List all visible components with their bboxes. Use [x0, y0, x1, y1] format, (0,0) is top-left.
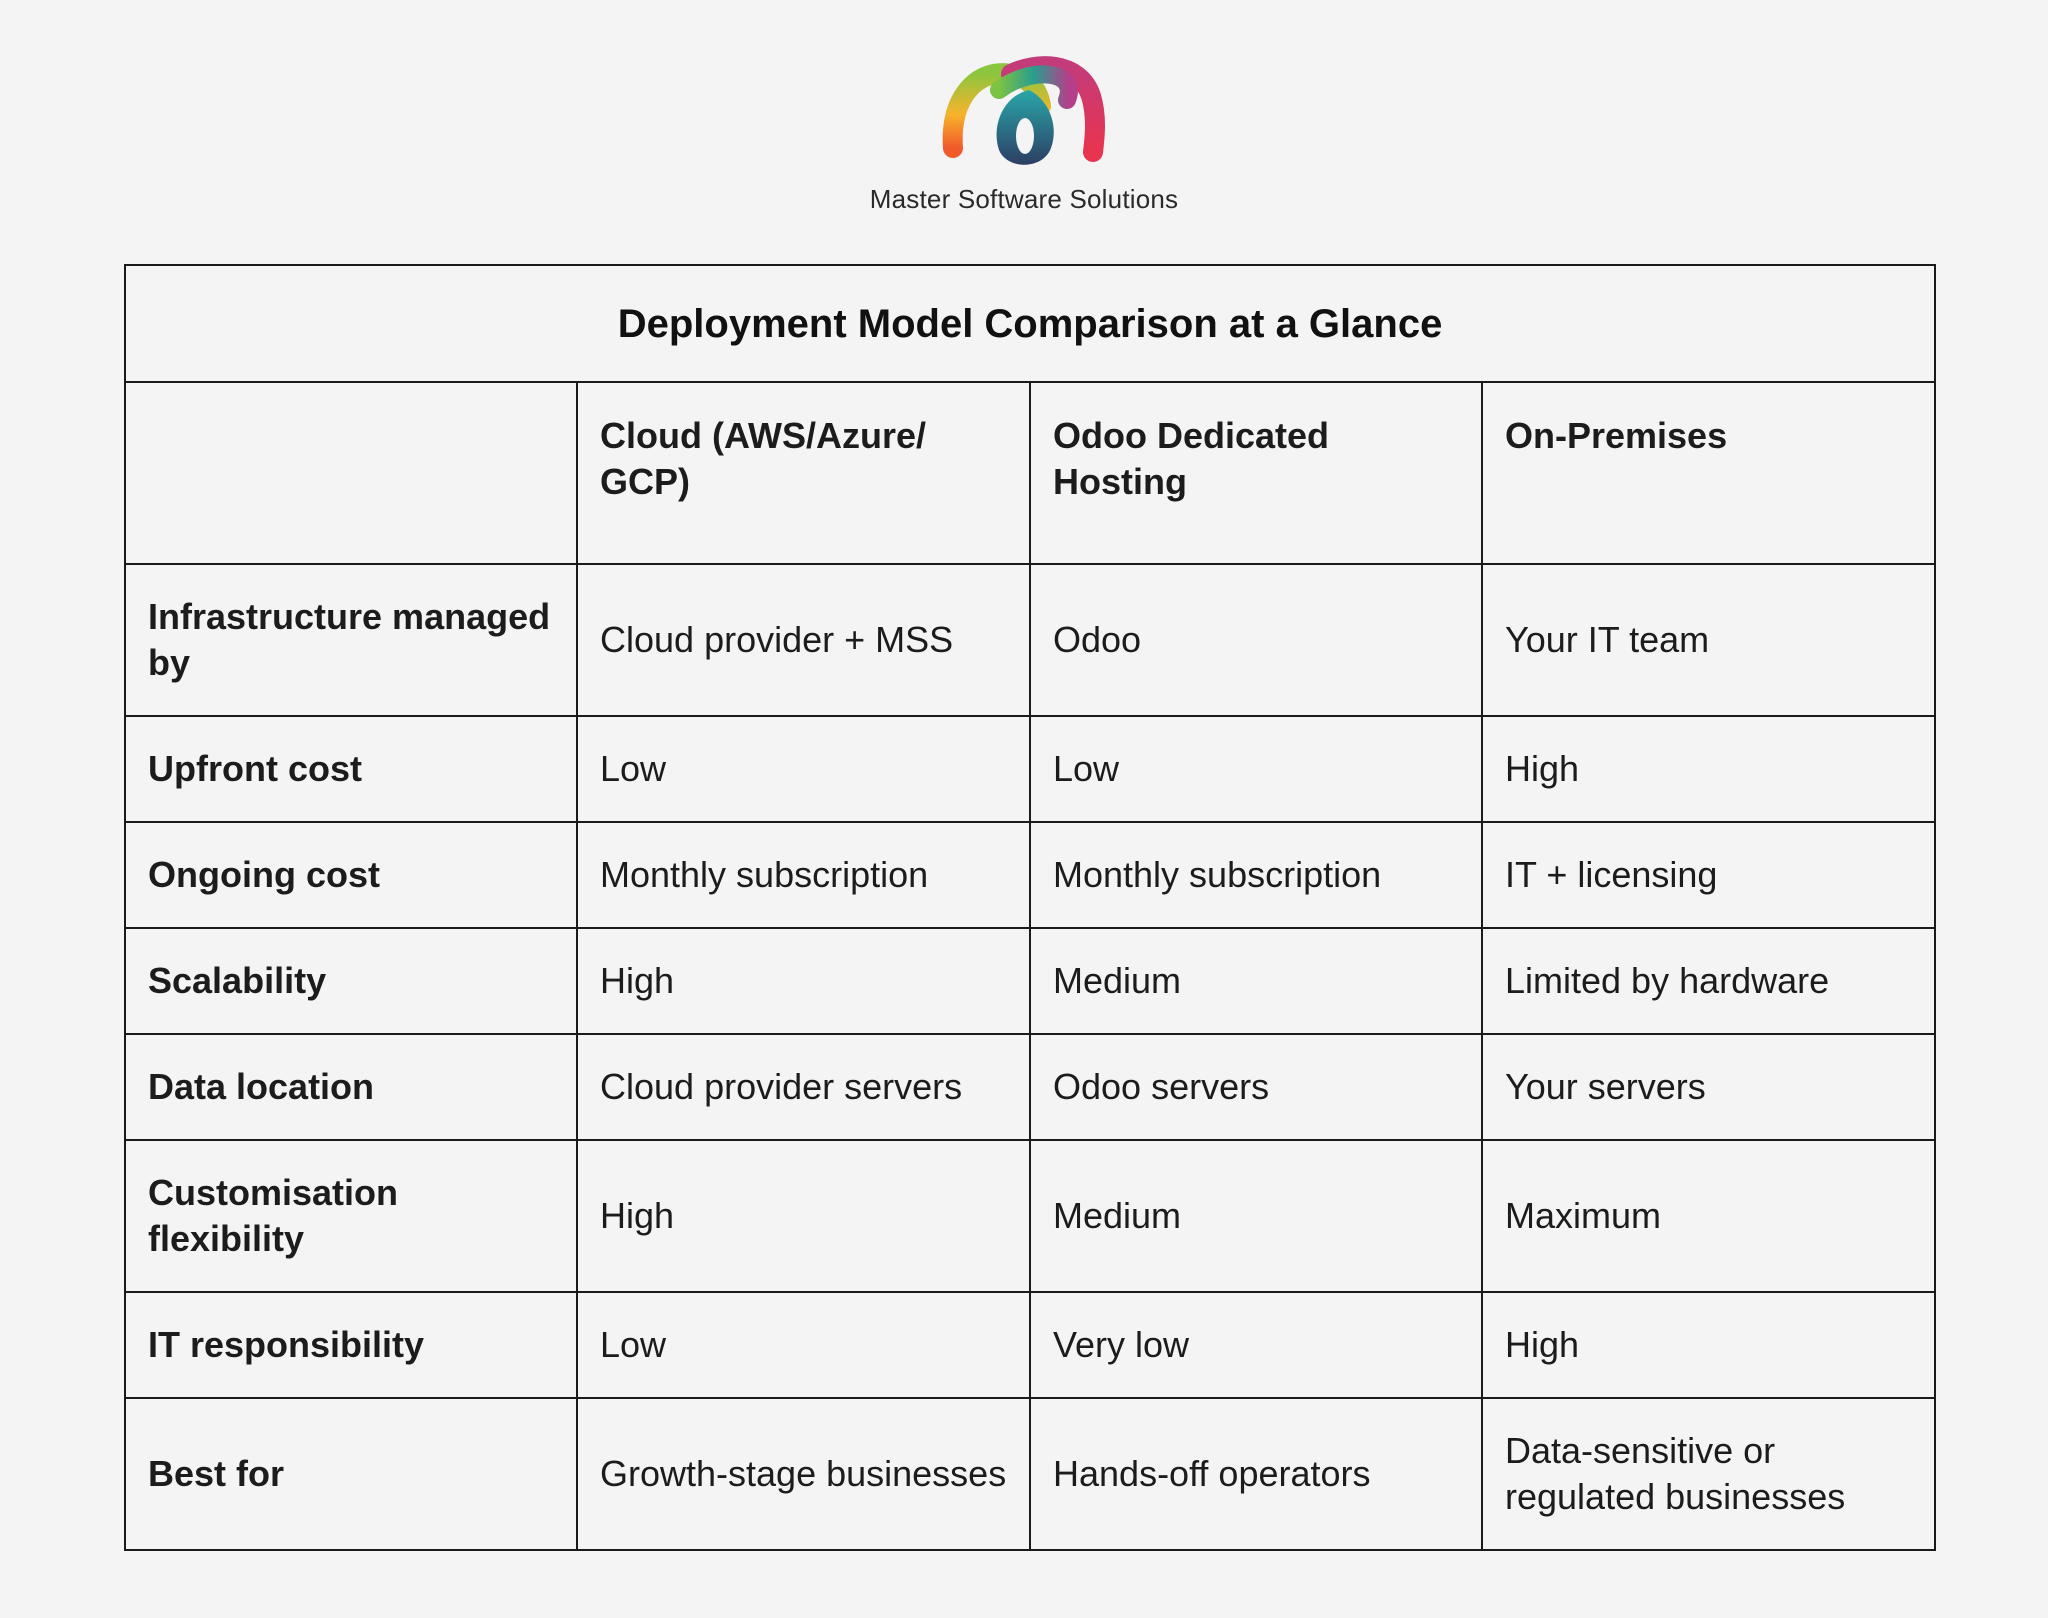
row-label: Best for — [124, 1397, 578, 1551]
table-cell: Data-sensitive or regulated businesses — [1480, 1397, 1937, 1551]
brand-name: Master Software Solutions — [869, 184, 1179, 214]
row-label: Upfront cost — [124, 715, 578, 823]
table-cell: High — [576, 1139, 1031, 1293]
table-cell: High — [1480, 1291, 1937, 1399]
row-label: Customisation flexibility — [124, 1139, 578, 1293]
table-cell: Growth-stage businesses — [576, 1397, 1031, 1551]
column-header-row: Cloud (AWS/Azure/ GCP) Odoo Dedicated Ho… — [124, 381, 1937, 565]
row-label: Data location — [124, 1033, 578, 1141]
comparison-table: Deployment Model Comparison at a Glance … — [123, 264, 1937, 1551]
table-cell: Odoo servers — [1029, 1033, 1483, 1141]
table-row: Upfront cost Low Low High — [124, 715, 1937, 823]
table-cell: Low — [576, 715, 1031, 823]
table-row: Scalability High Medium Limited by hardw… — [124, 927, 1937, 1035]
table-title: Deployment Model Comparison at a Glance — [123, 264, 1937, 383]
table-cell: Low — [576, 1291, 1031, 1399]
table-row: Ongoing cost Monthly subscription Monthl… — [124, 821, 1937, 929]
table-cell: Your IT team — [1480, 563, 1937, 717]
table-row: IT responsibility Low Very low High — [124, 1291, 1937, 1399]
table-cell: Hands-off operators — [1029, 1397, 1483, 1551]
row-label: Ongoing cost — [124, 821, 578, 929]
table-cell: Cloud provider servers — [576, 1033, 1031, 1141]
row-label: IT responsibility — [124, 1291, 578, 1399]
table-cell: High — [576, 927, 1031, 1035]
table-row: Infrastructure managed by Cloud provider… — [124, 563, 1937, 717]
table-cell: Medium — [1029, 927, 1483, 1035]
table-cell: Maximum — [1480, 1139, 1937, 1293]
table-cell: High — [1480, 715, 1937, 823]
corner-cell — [124, 381, 578, 565]
table-cell: Medium — [1029, 1139, 1483, 1293]
brand-header: Master Software Solutions — [0, 56, 2048, 215]
table-cell: Your servers — [1480, 1033, 1937, 1141]
mss-loop-logo-icon — [942, 56, 1105, 165]
column-header-cloud: Cloud (AWS/Azure/ GCP) — [576, 381, 1031, 565]
table-row: Data location Cloud provider servers Odo… — [124, 1033, 1937, 1141]
table-cell: IT + licensing — [1480, 821, 1937, 929]
table-cell: Limited by hardware — [1480, 927, 1937, 1035]
table-cell: Low — [1029, 715, 1483, 823]
table-row: Customisation flexibility High Medium Ma… — [124, 1139, 1937, 1293]
row-label: Infrastructure managed by — [124, 563, 578, 717]
column-header-odoo-hosting: Odoo Dedicated Hosting — [1029, 381, 1483, 565]
row-label: Scalability — [124, 927, 578, 1035]
table-row: Best for Growth-stage businesses Hands-o… — [124, 1397, 1937, 1551]
table-cell: Monthly subscription — [1029, 821, 1483, 929]
table-cell: Odoo — [1029, 563, 1483, 717]
table-cell: Monthly subscription — [576, 821, 1031, 929]
column-header-on-premises: On-Premises — [1480, 381, 1937, 565]
table-cell: Cloud provider + MSS — [576, 563, 1031, 717]
table-cell: Very low — [1029, 1291, 1483, 1399]
